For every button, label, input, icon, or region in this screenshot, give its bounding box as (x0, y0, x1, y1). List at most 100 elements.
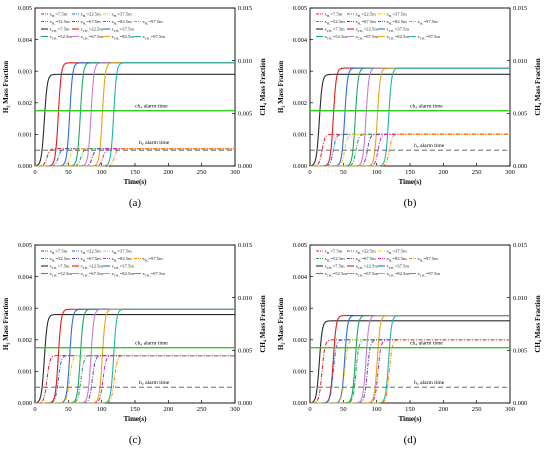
x-tick-label: 0 (33, 169, 36, 176)
legend-label: xH₂=52.5m (50, 256, 71, 262)
x-tick-label: 0 (33, 406, 36, 413)
h2-alarm-label: h₂ alarm time (139, 380, 170, 386)
legend-label: xCH₄=7.5m (325, 27, 346, 33)
y-tick-label: 0.001 (293, 369, 307, 376)
legend-label: xH₂=82.5m (112, 256, 133, 262)
x-tick-label: 200 (163, 169, 173, 176)
legend-label: xH₂=7.5m (325, 249, 343, 255)
legend-label: xCH₄=97.5m (418, 34, 441, 40)
chart-panel-c: 0 50 100 150 200 250 3000.0000.0010.0020.0030.… (2, 242, 267, 446)
y-tick-label: 0.002 (18, 337, 32, 344)
legend-label: xCH₄=7.5m (325, 264, 346, 270)
legend-label: xH₂=52.5m (50, 19, 71, 25)
y-axis-label: H₂ Mass Fraction (277, 61, 285, 113)
legend-label: xH₂=7.5m (325, 12, 343, 18)
x-tick-label: 50 (65, 169, 72, 176)
y2-tick-label: 0.000 (513, 400, 527, 407)
legend-label: xH₂=67.5m (356, 256, 377, 262)
y-tick-label: 0.002 (293, 100, 307, 107)
legend-label: xH₂=37.5m (387, 249, 408, 255)
y2-axis-label: CH₄ Mass Fraction (534, 295, 542, 352)
y2-tick-label: 0.015 (513, 242, 527, 249)
legend-label: xCH₄=22.5m (356, 264, 379, 270)
legend-label: xCH₄=22.5m (81, 264, 104, 270)
chart-panel-d: 0 50 100 150 200 250 3000.0000.0010.0020.0030.… (277, 242, 542, 446)
legend-label: xCH₄=97.5m (143, 271, 166, 277)
x-tick-label: 200 (438, 406, 448, 413)
legend-label: xCH₄=67.5m (356, 271, 379, 277)
y-tick-label: 0.003 (293, 68, 307, 75)
x-tick-label: 100 (372, 406, 382, 413)
legend-label: xCH₄=7.5m (50, 264, 71, 270)
y2-tick-label: 0.005 (513, 111, 527, 118)
y2-tick-label: 0.005 (238, 111, 252, 118)
x-tick-label: 200 (438, 169, 448, 176)
h2-series-line (310, 339, 510, 404)
y2-tick-label: 0.015 (238, 5, 252, 12)
legend-label: xH₂=37.5m (387, 12, 408, 18)
y2-axis-label: CH₄ Mass Fraction (259, 58, 267, 115)
panel-label: (a) (129, 197, 142, 209)
x-tick-label: 100 (97, 169, 107, 176)
legend-label: xH₂=52.5m (325, 256, 346, 262)
x-tick-label: 0 (308, 169, 311, 176)
x-tick-label: 300 (230, 406, 240, 413)
legend-label: xCH₄=52.5m (50, 271, 73, 277)
legend-label: xCH₄=82.5m (112, 34, 135, 40)
y2-axis-label: CH₄ Mass Fraction (259, 295, 267, 352)
legend-label: xH₂=67.5m (81, 19, 102, 25)
y-tick-label: 0.005 (293, 242, 307, 249)
y-tick-label: 0.004 (18, 274, 33, 281)
legend-label: xCH₄=67.5m (81, 34, 104, 40)
legend-label: xH₂=7.5m (50, 249, 68, 255)
ch4-alarm-label: ch₄ alarm time (135, 104, 168, 110)
x-tick-label: 50 (65, 406, 72, 413)
legend-label: xCH₄=7.5m (50, 27, 71, 33)
y-tick-label: 0.001 (18, 132, 32, 139)
y2-axis-label: CH₄ Mass Fraction (534, 58, 542, 115)
legend-label: xCH₄=82.5m (112, 271, 135, 277)
legend-label: xCH₄=37.5m (387, 27, 410, 33)
y2-tick-label: 0.010 (238, 58, 252, 65)
panel-label: (b) (404, 197, 417, 209)
x-tick-label: 150 (405, 169, 415, 176)
ch4-series-line (34, 313, 235, 404)
legend-label: xCH₄=97.5m (418, 271, 441, 277)
legend-label: xH₂=67.5m (81, 256, 102, 262)
legend-label: xH₂=22.5m (81, 249, 102, 255)
x-tick-label: 50 (340, 406, 347, 413)
y-tick-label: 0.005 (18, 5, 32, 12)
legend-label: xH₂=37.5m (112, 12, 133, 18)
h2-series-line (310, 133, 510, 167)
h2-alarm-label: h₂ alarm time (414, 380, 445, 386)
chart-panel-a: 0 50 100 150 200 250 3000.0000.0010.0020.0030.… (2, 5, 267, 209)
legend-label: xH₂=82.5m (112, 19, 133, 25)
y2-tick-label: 0.000 (238, 163, 252, 170)
h2-series-line (35, 355, 235, 404)
panel-label: (d) (404, 434, 417, 446)
legend-label: xH₂=67.5m (356, 19, 377, 25)
x-tick-label: 250 (197, 406, 207, 413)
y2-tick-label: 0.000 (513, 163, 527, 170)
legend-label: xCH₄=37.5m (112, 27, 135, 33)
legend-label: xCH₄=52.5m (325, 34, 348, 40)
y2-tick-label: 0.010 (513, 295, 527, 302)
y-tick-label: 0.000 (18, 400, 32, 407)
x-tick-label: 100 (372, 169, 382, 176)
x-tick-label: 150 (130, 169, 140, 176)
y-tick-label: 0.003 (293, 305, 307, 312)
y2-tick-label: 0.000 (238, 400, 252, 407)
x-axis-label: Time(s) (124, 415, 147, 423)
legend-label: xCH₄=52.5m (325, 271, 348, 277)
y-axis-label: H₂ Mass Fraction (2, 61, 10, 113)
y-tick-label: 0.000 (18, 163, 32, 170)
h2-alarm-label: h₂ alarm time (139, 140, 170, 146)
y2-tick-label: 0.010 (238, 295, 252, 302)
x-tick-label: 200 (163, 406, 173, 413)
legend-label: xCH₄=37.5m (112, 264, 135, 270)
y-axis-label: H₂ Mass Fraction (2, 298, 10, 350)
x-tick-label: 0 (308, 406, 311, 413)
legend-label: xH₂=22.5m (356, 12, 377, 18)
legend-label: xH₂=97.5m (143, 256, 164, 262)
